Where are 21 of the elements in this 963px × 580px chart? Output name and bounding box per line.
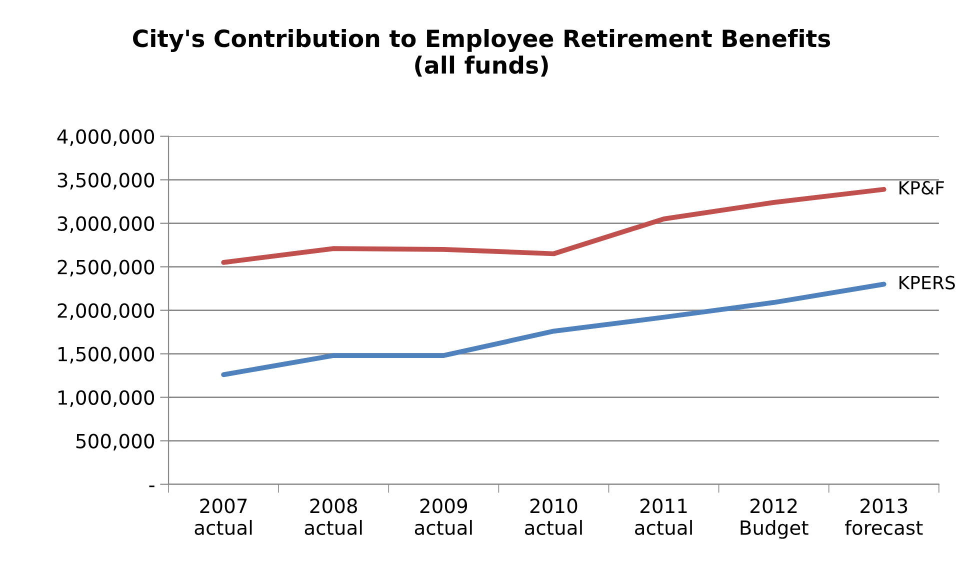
x-tick-label: 2009 actual xyxy=(414,498,472,536)
y-tick-label: 3,500,000 xyxy=(58,172,154,190)
y-tick-label: 2,500,000 xyxy=(58,260,154,276)
x-tick-label: 2007 actual xyxy=(194,498,252,536)
x-tick-label: 2013 forecast xyxy=(845,498,923,536)
y-tick-label: 2,000,000 xyxy=(58,303,154,320)
y-tick-label: 500,000 xyxy=(76,434,154,450)
x-tick-label: 2010 actual xyxy=(524,498,582,536)
x-tick-label: 2011 actual xyxy=(635,498,692,536)
line-series xyxy=(221,282,886,378)
y-tick-label: 1,000,000 xyxy=(58,390,154,407)
y-tick-label: 3,000,000 xyxy=(58,216,154,233)
x-tick-label: 2008 actual xyxy=(304,498,362,536)
x-tick-label: 2012 Budget xyxy=(740,498,808,539)
y-tick-label: 1,500,000 xyxy=(58,346,154,364)
y-tick-label: - xyxy=(149,486,154,488)
y-tick-label: 4,000,000 xyxy=(57,129,154,146)
series-label: KP&F xyxy=(900,180,944,195)
chart-title: City's Contribution to Employee Retirement Benefits (all funds) xyxy=(133,29,830,77)
line-series xyxy=(221,186,886,265)
series-label: KPERS xyxy=(900,276,955,290)
